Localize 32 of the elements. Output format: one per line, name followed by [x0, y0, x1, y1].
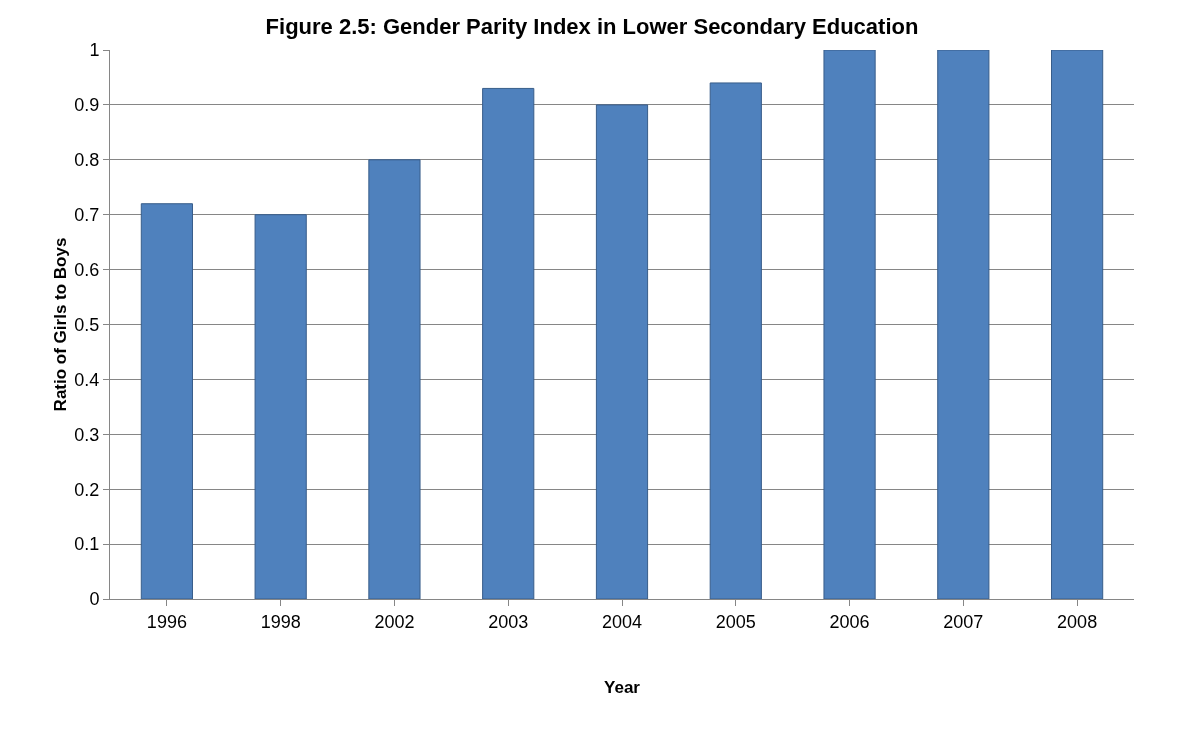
bar [254, 214, 307, 599]
bar [709, 82, 762, 599]
x-axis-title: Year [604, 678, 641, 697]
y-tick-label: 0.2 [74, 479, 100, 500]
x-tick-label: 2005 [715, 611, 756, 632]
y-tick-label: 0.9 [74, 95, 100, 116]
x-tick-label: 2008 [1057, 611, 1098, 632]
x-tick-label: 2002 [374, 611, 415, 632]
y-tick-label: 0.7 [74, 205, 100, 225]
bar [595, 104, 649, 599]
x-tick-label: 2003 [488, 611, 529, 632]
bar [140, 203, 193, 599]
x-tick-label: 2004 [601, 611, 643, 632]
y-tick-label: 0.8 [74, 150, 100, 171]
bar [1051, 50, 1104, 599]
y-tick-label: 0.3 [74, 424, 100, 445]
y-axis-title: Ratio of Girls to Boys [51, 237, 70, 412]
x-tick-label: 1996 [146, 611, 187, 632]
chart-title: Figure 2.5: Gender Parity Index in Lower Secondary Education [265, 13, 919, 39]
bar [937, 50, 990, 599]
x-tick-label: 2007 [943, 611, 984, 632]
y-tick-label: 0.5 [74, 314, 100, 335]
y-tick-label: 0 [89, 589, 100, 610]
y-tick-label: 0.4 [74, 369, 100, 390]
y-tick-label: 1 [89, 40, 100, 61]
x-tick-label: 2006 [829, 611, 870, 632]
y-tick-label: 0.6 [74, 259, 100, 280]
bar [823, 50, 876, 599]
x-tick-label: 1998 [260, 611, 301, 632]
bar [368, 159, 421, 599]
y-tick-label: 0.1 [74, 534, 100, 555]
bar [482, 87, 535, 599]
